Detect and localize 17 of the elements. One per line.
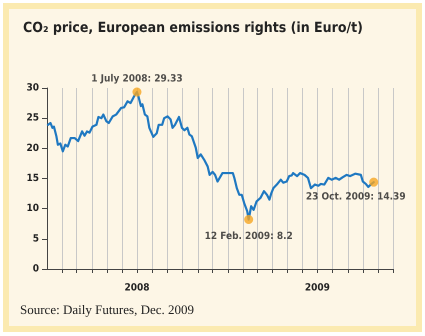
chart-title: CO₂ price, European emissions rights (in Euro/t) bbox=[23, 20, 363, 36]
y-tick-label: 25 bbox=[26, 112, 39, 124]
source-note: Source: Daily Futures, Dec. 2009 bbox=[20, 302, 194, 317]
y-tick-label: 0 bbox=[32, 264, 39, 274]
y-tick-label: 5 bbox=[32, 233, 39, 244]
point bbox=[369, 178, 378, 187]
y-tick-label: 20 bbox=[26, 142, 39, 154]
x-tick-label: 2008 bbox=[124, 282, 150, 294]
annotation: 23 Oct. 2009: 14.39 bbox=[306, 192, 406, 203]
point bbox=[132, 88, 142, 97]
point bbox=[244, 215, 254, 224]
x-tick-label: 2009 bbox=[304, 282, 330, 294]
y-tick-label: 15 bbox=[26, 173, 39, 184]
y-tick-label: 10 bbox=[26, 203, 39, 214]
annotation: 12 Feb. 2009: 8.2 bbox=[204, 231, 293, 242]
y-tick-label: 30 bbox=[26, 82, 39, 94]
annotation: 1 July 2008: 29.33 bbox=[91, 74, 183, 85]
